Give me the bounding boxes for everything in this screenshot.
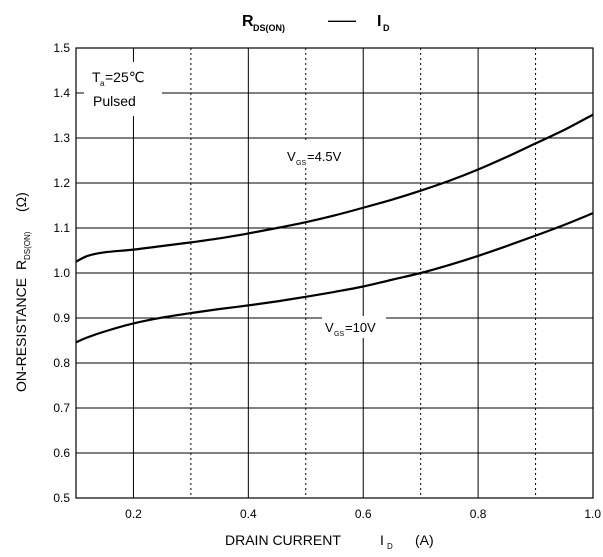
y-tick-label: 1.1 [53, 221, 70, 235]
series-line-0 [75, 113, 594, 263]
y-axis-label-symbol: R [13, 260, 29, 270]
y-tick-label: 0.7 [53, 401, 70, 415]
series-label-vgs10: V GS =10V [322, 316, 386, 338]
y-tick-label: 0.9 [53, 311, 70, 325]
x-tick-label: 0.6 [355, 507, 372, 521]
condition-box: T a =25℃ Pulsed [84, 62, 162, 116]
title-r: R [242, 13, 254, 30]
series-label-vgs45-value: =4.5V [307, 149, 342, 164]
series-label-vgs10-sub: GS [334, 331, 344, 338]
x-tick-labels: 0.2 0.4 0.6 0.8 1.0 [125, 507, 601, 521]
title-i-subscript: D [383, 23, 390, 33]
x-axis-label-symbol-sub: D [387, 542, 393, 551]
condition-temp-sub: a [100, 79, 105, 88]
y-axis-label-symbol-sub: DS(ON) [23, 231, 32, 260]
y-tick-labels: 0.5 0.6 0.7 0.8 0.9 1.0 1.1 1.2 1.3 1.4 1.5 [53, 41, 70, 505]
title-dash: —— [328, 12, 356, 28]
series-label-vgs45: V GS =4.5V [283, 143, 355, 167]
series-label-vgs45-background [283, 143, 355, 165]
x-axis-label-text: DRAIN CURRENT [225, 532, 341, 548]
x-tick-label: 0.4 [240, 507, 257, 521]
grid-lines [76, 48, 593, 498]
series-label-vgs10-v: V [325, 320, 334, 335]
y-tick-label: 1.3 [53, 131, 70, 145]
plot-area [75, 47, 594, 499]
series-label-vgs10-background [322, 316, 386, 338]
y-tick-label: 1.2 [53, 176, 70, 190]
x-axis-label: DRAIN CURRENT I D (A) [225, 532, 434, 551]
condition-box-background [84, 62, 162, 116]
y-tick-label: 1.0 [53, 266, 70, 280]
y-tick-label: 1.4 [53, 86, 70, 100]
y-axis-label-text: ON-RESISTANCE [13, 278, 29, 392]
series-label-vgs45-v: V [287, 149, 296, 164]
y-tick-label: 1.5 [53, 41, 70, 55]
condition-mode: Pulsed [93, 93, 136, 109]
title-i: I [377, 13, 381, 30]
condition-temp-value: =25℃ [105, 69, 144, 85]
condition-temp-t: T [92, 69, 101, 85]
x-axis-label-unit: (A) [415, 532, 434, 548]
series-label-vgs45-sub: GS [296, 160, 306, 167]
y-tick-label: 0.6 [53, 446, 70, 460]
title-r-subscript: DS(ON) [253, 23, 285, 33]
x-tick-label: 0.2 [125, 507, 142, 521]
series-label-vgs10-value: =10V [345, 320, 376, 335]
x-tick-label: 0.8 [470, 507, 487, 521]
series-lines [75, 113, 594, 344]
y-tick-label: 0.5 [53, 491, 70, 505]
chart-title: R DS(ON) —— I D [242, 12, 390, 33]
series-line-1 [75, 212, 594, 344]
x-tick-label: 1.0 [584, 507, 601, 521]
y-tick-label: 0.8 [53, 356, 70, 370]
x-axis-label-symbol: I [380, 532, 384, 548]
y-axis-label-unit: (Ω) [13, 192, 29, 212]
y-axis-label: ON-RESISTANCE R DS(ON) (Ω) [13, 192, 32, 392]
